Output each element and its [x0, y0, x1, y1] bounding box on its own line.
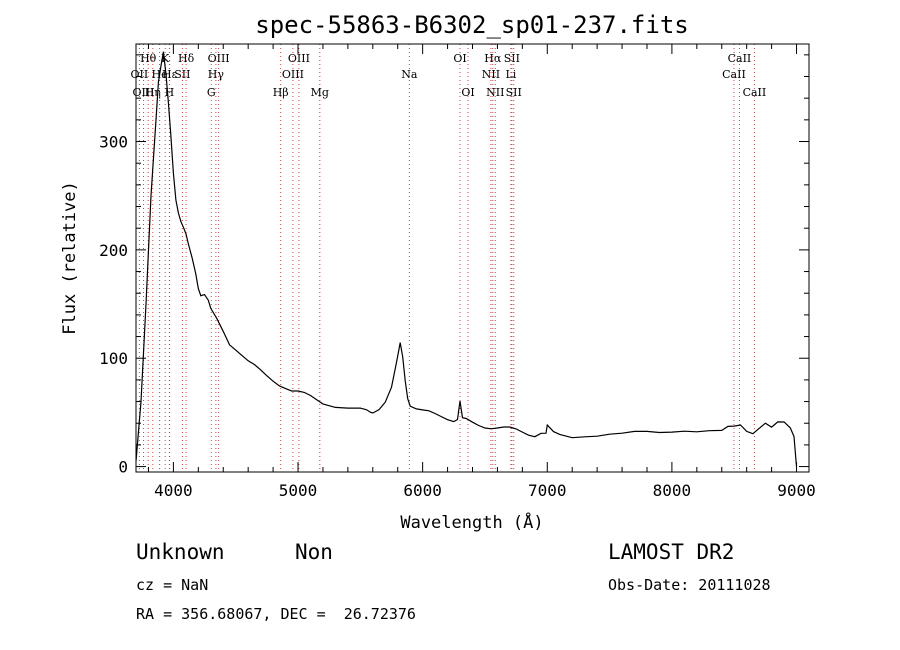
- x-axis-label: Wavelength (Å): [400, 511, 543, 533]
- survey-name: LAMOST DR2: [608, 540, 735, 564]
- line-label-20: Hα: [484, 52, 502, 65]
- line-label-22: NII: [482, 68, 500, 81]
- x-tick-label: 8000: [653, 481, 692, 500]
- x-tick-label: 5000: [279, 481, 318, 500]
- ra-dec-coordinates: RA = 356.68067, DEC = 26.72376: [136, 605, 416, 623]
- line-label-13: Hβ: [273, 86, 289, 99]
- line-label-9: Hδ: [178, 52, 195, 65]
- y-axis-label: Flux (relative): [60, 181, 80, 335]
- line-label-21: SII: [504, 52, 520, 65]
- obs-date: Obs-Date: 20111028: [608, 576, 771, 594]
- line-label-10: OIII: [208, 52, 230, 65]
- spectrum-layer: [135, 51, 798, 467]
- line-label-2: OIII: [132, 86, 154, 99]
- x-tick-label: 9000: [777, 481, 816, 500]
- y-tick-label: 200: [99, 241, 128, 260]
- axes-layer: 4000 5000 6000 7000 8000 9000 0 100 200 300: [99, 43, 816, 500]
- line-label-8: SII: [174, 68, 190, 81]
- y-tick-label: 300: [99, 133, 128, 152]
- line-label-16: Mg: [311, 86, 329, 99]
- line-label-26: CaII: [728, 52, 752, 65]
- line-label-28: CaII: [743, 86, 767, 99]
- line-label-15: OIII: [282, 68, 304, 81]
- line-label-17: Na: [401, 68, 418, 81]
- plot-frame: [135, 43, 810, 473]
- object-class: Unknown: [136, 540, 225, 564]
- emission-lines: HθOIIOIIIHηHeKHHεSIIHδOIIIHγGHβOIIIOIIIM…: [131, 44, 767, 472]
- line-label-27: CaII: [722, 68, 746, 81]
- line-label-12: G: [207, 86, 216, 99]
- y-tick-label: 100: [99, 349, 128, 368]
- object-subclass: Non: [295, 540, 333, 564]
- x-tick-label: 4000: [154, 481, 193, 500]
- spectrum-series-0: [135, 51, 798, 467]
- line-label-23: Li: [505, 68, 516, 81]
- line-label-3: Hη: [145, 86, 161, 99]
- line-label-25: SII: [506, 86, 522, 99]
- chart-title: spec-55863-B6302_sp01-237.fits: [255, 11, 688, 39]
- spectrum-chart: spec-55863-B6302_sp01-237.fits Wavelengt…: [60, 11, 816, 533]
- line-label-18: OI: [453, 52, 466, 65]
- line-label-5: K: [161, 52, 170, 65]
- redshift-cz: cz = NaN: [136, 576, 209, 594]
- line-label-24: NII: [486, 86, 504, 99]
- x-tick-label: 7000: [528, 481, 567, 500]
- line-label-14: OIII: [288, 52, 310, 65]
- line-label-11: Hγ: [208, 68, 225, 81]
- x-tick-label: 6000: [403, 481, 442, 500]
- line-label-0: Hθ: [140, 52, 157, 65]
- line-label-1: OII: [131, 68, 149, 81]
- line-label-19: OI: [461, 86, 474, 99]
- y-tick-label: 0: [118, 458, 128, 477]
